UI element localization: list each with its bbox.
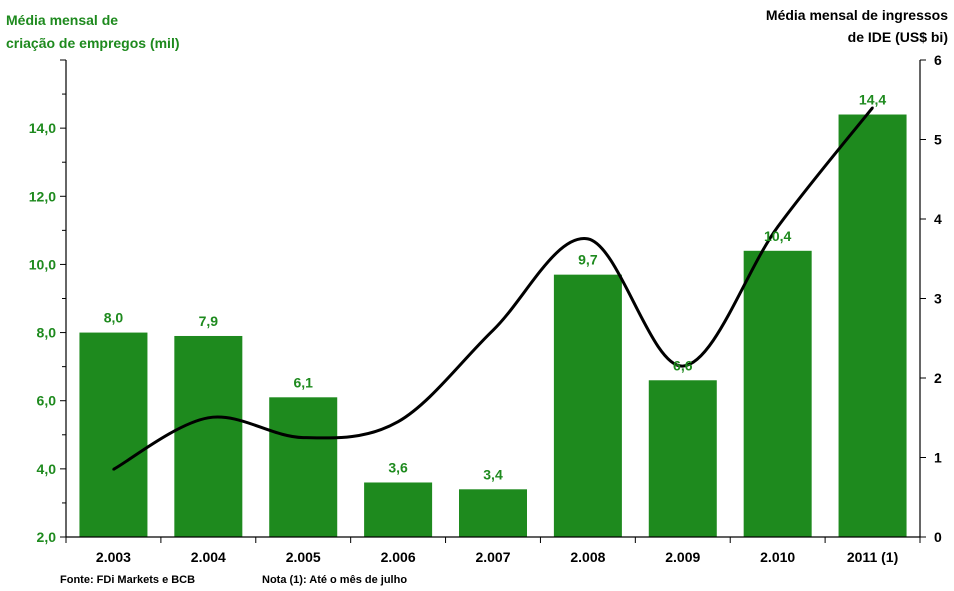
left-tick-label-6: 14,0 xyxy=(29,120,56,136)
axes-layer xyxy=(60,59,926,543)
x-tick-label-6: 2.009 xyxy=(665,549,700,565)
x-tick-label-3: 2.006 xyxy=(381,549,416,565)
bar-data-label-4: 3,4 xyxy=(483,466,503,482)
bar-data-label-1: 7,9 xyxy=(199,313,219,329)
right-tick-label-3: 3 xyxy=(934,291,942,307)
ide-line-point-3 xyxy=(396,420,400,423)
ide-line-point-8 xyxy=(871,106,874,109)
line-layer xyxy=(112,106,874,471)
bars-layer xyxy=(79,114,907,538)
left-axis-title-line-1: Média mensal de xyxy=(6,12,118,28)
left-tick-label-1: 4,0 xyxy=(37,461,57,477)
ide-line-point-1 xyxy=(207,416,210,419)
bar-4 xyxy=(459,489,527,537)
bar-8 xyxy=(838,114,907,537)
bar-data-label-2: 6,1 xyxy=(293,374,313,390)
right-tick-label-1: 1 xyxy=(934,450,942,466)
bar-1 xyxy=(174,335,243,537)
x-tick-label-1: 2.004 xyxy=(191,549,226,565)
ide-line-series xyxy=(112,106,874,471)
right-axis-title-line-2: de IDE (US$ bi) xyxy=(848,29,948,45)
bar-data-label-7: 10,4 xyxy=(764,228,791,244)
bar-data-label-0: 8,0 xyxy=(104,310,124,326)
x-tick-label-7: 2.010 xyxy=(760,549,795,565)
bar-6 xyxy=(648,380,717,537)
footnote: Nota (1): Até o mês de julho xyxy=(262,574,408,586)
ide-line-point-6 xyxy=(681,364,684,368)
x-tick-label-2: 2.005 xyxy=(286,549,321,565)
x-tick-label-5: 2.008 xyxy=(570,549,605,565)
right-tick-label-4: 4 xyxy=(934,211,942,227)
right-tick-label-6: 6 xyxy=(934,52,942,68)
right-tick-label-5: 5 xyxy=(934,132,942,148)
right-axis-title-line-1: Média mensal de ingressos xyxy=(766,7,948,23)
left-tick-label-2: 6,0 xyxy=(37,393,57,409)
bar-data-label-6: 6,6 xyxy=(673,357,693,373)
bar-7 xyxy=(743,250,812,538)
ide-line-point-5 xyxy=(586,237,590,241)
right-tick-label-0: 0 xyxy=(934,529,942,545)
left-tick-label-4: 10,0 xyxy=(29,256,56,272)
left-tick-label-5: 12,0 xyxy=(29,188,56,204)
source-note: Fonte: FDi Markets e BCB xyxy=(60,574,196,586)
bar-0 xyxy=(79,332,148,537)
bar-data-label-5: 9,7 xyxy=(578,252,598,268)
bar-data-label-8: 14,4 xyxy=(859,92,886,108)
bar-5 xyxy=(553,274,622,537)
text-layer: Média mensal de criação de empregos (mil… xyxy=(6,7,948,565)
right-tick-label-2: 2 xyxy=(934,370,942,386)
x-tick-label-8: 2011 (1) xyxy=(847,549,898,565)
left-tick-label-0: 2,0 xyxy=(37,529,57,545)
ide-line-point-4 xyxy=(491,329,495,332)
left-axis-title-line-2: criação de empregos (mil) xyxy=(6,35,180,51)
left-tick-label-3: 8,0 xyxy=(37,325,57,341)
bar-3 xyxy=(364,482,433,537)
bar-data-label-3: 3,6 xyxy=(388,459,408,475)
ide-line-point-0 xyxy=(112,468,115,471)
ide-line-point-2 xyxy=(302,436,305,439)
bar-2 xyxy=(269,397,338,537)
x-tick-label-0: 2.003 xyxy=(96,549,131,565)
x-tick-label-4: 2.007 xyxy=(475,549,510,565)
ide-line-point-7 xyxy=(776,225,779,229)
